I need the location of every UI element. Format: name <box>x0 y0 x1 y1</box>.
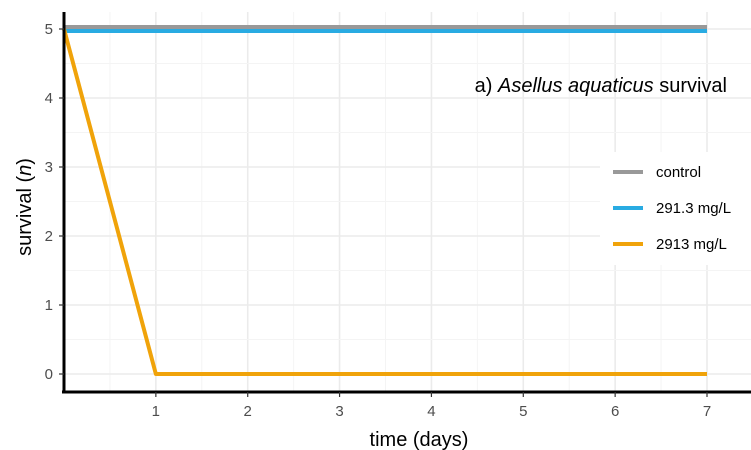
annotation-prefix: a) <box>475 75 498 97</box>
x-tick-label: 2 <box>244 403 252 420</box>
y-axis-title: survival (n) <box>14 158 36 256</box>
y-axis-title-italic: n <box>14 165 36 176</box>
y-tick-label: 1 <box>45 297 53 314</box>
x-tick-label: 3 <box>335 403 343 420</box>
legend-label: control <box>656 164 701 181</box>
y-axis-title-prefix: survival ( <box>14 176 36 256</box>
x-tick-label: 7 <box>703 403 711 420</box>
annotation-species: Asellus aquaticus <box>497 75 654 97</box>
legend: control 291.3 mg/L 2913 mg/L <box>600 152 751 265</box>
x-axis-title: time (days) <box>370 429 469 450</box>
y-tick-label: 3 <box>45 159 53 176</box>
y-tick-label: 2 <box>45 228 53 245</box>
series-lines <box>62 25 707 376</box>
y-tick-label: 4 <box>45 90 53 107</box>
tick-labels: 1 2 3 4 5 6 7 0 1 2 3 4 5 <box>45 21 712 420</box>
legend-label: 2913 mg/L <box>656 236 727 253</box>
x-tick-label: 4 <box>427 403 435 420</box>
x-tick-label: 6 <box>611 403 619 420</box>
x-tick-label: 1 <box>152 403 160 420</box>
axes <box>62 12 751 394</box>
y-tick-label: 0 <box>45 366 53 383</box>
x-tick-label: 5 <box>519 403 527 420</box>
y-tick-label: 5 <box>45 21 53 38</box>
series-line-3 <box>62 28 707 376</box>
legend-label: 291.3 mg/L <box>656 200 731 217</box>
panel-annotation: a) Asellus aquaticus survival <box>475 75 727 97</box>
annotation-suffix: survival <box>654 75 727 97</box>
y-axis-title-suffix: ) <box>14 158 36 165</box>
